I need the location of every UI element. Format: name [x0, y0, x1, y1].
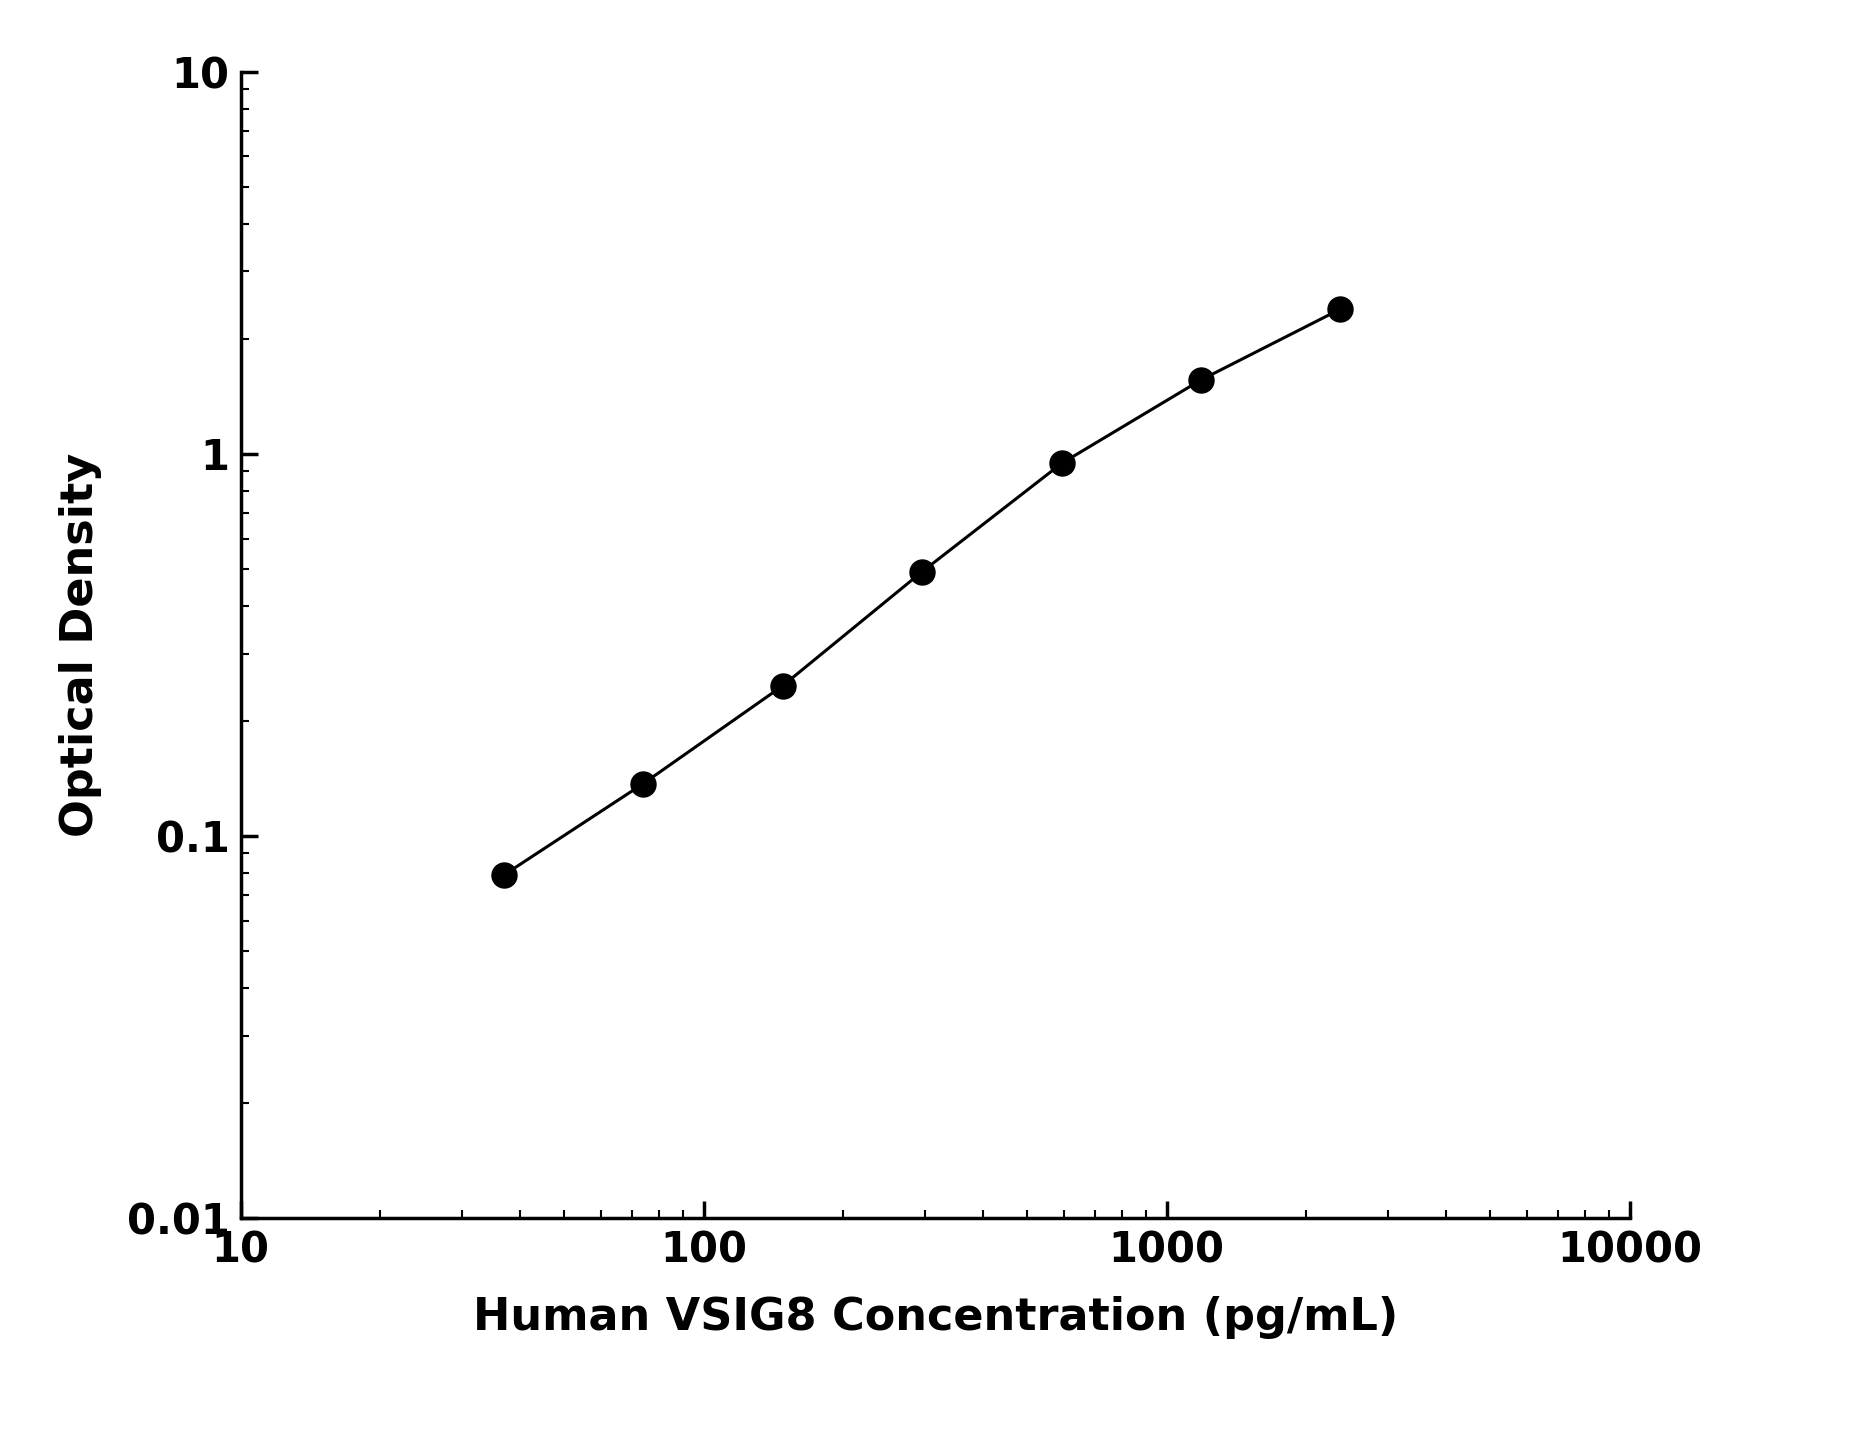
Y-axis label: Optical Density: Optical Density — [59, 453, 102, 837]
X-axis label: Human VSIG8 Concentration (pg/mL): Human VSIG8 Concentration (pg/mL) — [472, 1297, 1398, 1340]
